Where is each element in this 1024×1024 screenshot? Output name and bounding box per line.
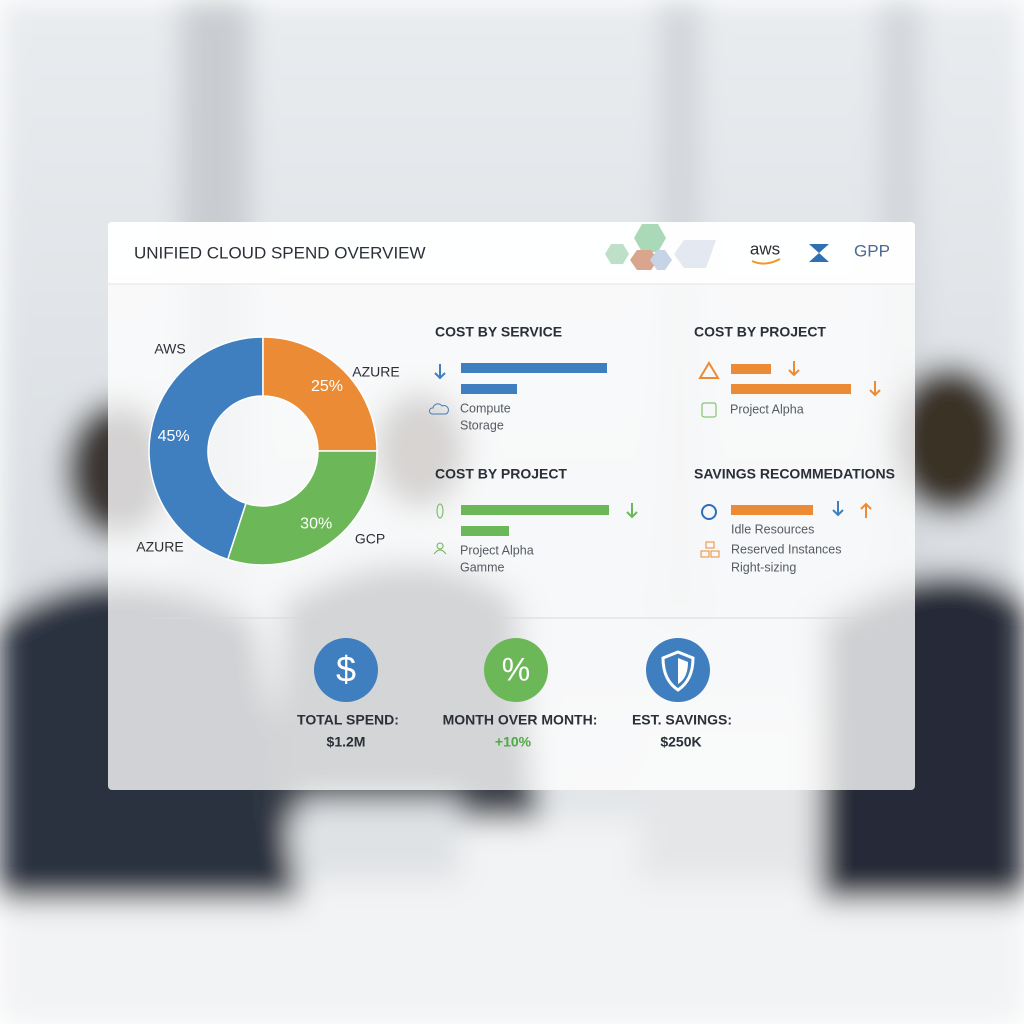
panel-title: COST BY PROJECT bbox=[435, 466, 567, 482]
panel-title: COST BY SERVICE bbox=[435, 324, 562, 340]
arrow-icon bbox=[869, 381, 881, 397]
donut-chart: 45% 25% 30% bbox=[148, 336, 378, 566]
shield-icon bbox=[661, 650, 695, 692]
kpi-label: MONTH OVER MONTH: bbox=[443, 712, 598, 728]
panel-title: SAVINGS RECOMMEDATIONS bbox=[694, 466, 895, 482]
panel-item: Gamme bbox=[460, 560, 505, 574]
kpi-label: EST. SAVINGS: bbox=[632, 712, 732, 728]
bar bbox=[461, 384, 517, 394]
donut-value-label: 25% bbox=[311, 378, 343, 395]
panel-item: Compute bbox=[460, 401, 511, 415]
header-title: UNIFIED CLOUD SPEND OVERVIEW bbox=[134, 243, 426, 262]
donut-slice bbox=[262, 336, 378, 452]
donut-value-label: 30% bbox=[300, 515, 332, 532]
header-hexagons bbox=[605, 224, 716, 270]
arrow-icon bbox=[832, 501, 844, 517]
leaf-icon bbox=[436, 503, 444, 519]
kpi-icon: $ bbox=[336, 649, 356, 690]
arrow-icon bbox=[860, 502, 872, 518]
bar bbox=[731, 384, 851, 394]
project-icon bbox=[701, 402, 717, 418]
arrow-icon bbox=[434, 364, 446, 380]
warning-icon bbox=[698, 361, 720, 379]
donut-slice bbox=[148, 336, 264, 561]
aws-smile bbox=[751, 258, 781, 265]
kpi-icon: % bbox=[502, 651, 530, 687]
panel-item: Right-sizing bbox=[731, 560, 796, 574]
bar bbox=[461, 363, 607, 373]
user-icon bbox=[433, 542, 447, 555]
bar bbox=[461, 526, 509, 536]
panel-item: Project Alpha bbox=[730, 402, 804, 416]
donut-callout: AWS bbox=[154, 341, 185, 357]
kpi-icon-circle bbox=[484, 638, 548, 702]
bar bbox=[731, 364, 771, 374]
kpi-label: TOTAL SPEND: bbox=[297, 712, 399, 728]
bar bbox=[731, 505, 813, 515]
donut-callout: AZURE bbox=[136, 539, 183, 555]
shield-icon-fill bbox=[678, 658, 688, 684]
donut-callout: AZURE bbox=[352, 364, 399, 380]
target-icon bbox=[701, 504, 717, 520]
header-bar bbox=[108, 222, 915, 284]
panel-title: COST BY PROJECT bbox=[694, 324, 826, 340]
cloud-icon bbox=[428, 403, 449, 415]
aws-logo: aws bbox=[750, 239, 780, 258]
kpi-icon-circle bbox=[314, 638, 378, 702]
kpi-value: $1.2M bbox=[327, 734, 366, 750]
kpi-value: $250K bbox=[660, 734, 701, 750]
donut-value-label: 45% bbox=[158, 428, 190, 445]
azure-icon bbox=[809, 244, 829, 262]
panel-item: Idle Resources bbox=[731, 522, 814, 536]
instances-icon bbox=[700, 541, 720, 558]
kpi-value: +10% bbox=[495, 734, 532, 750]
panel-item: Storage bbox=[460, 418, 504, 432]
panel-item: Reserved Instances bbox=[731, 542, 841, 556]
arrow-icon bbox=[788, 361, 800, 377]
panel-item: Project Alpha bbox=[460, 543, 534, 557]
arrow-icon bbox=[626, 503, 638, 519]
donut-slice bbox=[226, 450, 378, 566]
bar bbox=[461, 505, 609, 515]
gpp-logo: GPP bbox=[854, 241, 890, 260]
donut-callout: GCP bbox=[355, 531, 385, 547]
